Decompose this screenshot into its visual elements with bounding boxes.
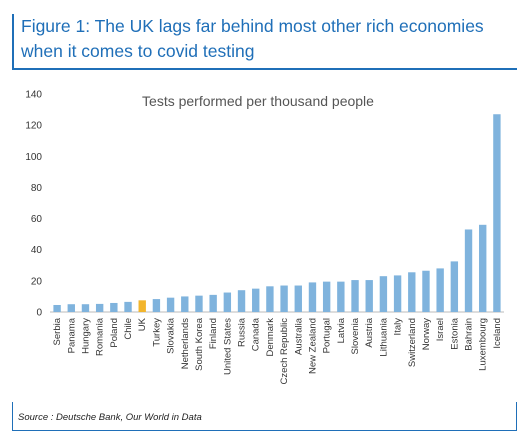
y-tick-label: 140 (25, 90, 42, 101)
bar (280, 285, 288, 312)
x-tick-label: Hungary (80, 318, 91, 354)
bar (95, 303, 104, 312)
x-tick-label: Netherlands (180, 318, 191, 369)
bar (365, 280, 373, 312)
x-tick-label: Iceland (492, 318, 503, 349)
bar (166, 297, 175, 312)
bar (195, 295, 203, 312)
bar (138, 300, 146, 312)
x-tick-label: Italy (393, 318, 404, 336)
figure-title: Figure 1: The UK lags far behind most ot… (21, 16, 484, 61)
bar (464, 229, 473, 312)
y-tick-label: 20 (31, 276, 43, 287)
footer-right-rule (516, 402, 517, 431)
x-tick-label: Turkey (151, 318, 162, 347)
bar (53, 304, 61, 312)
bar (393, 275, 402, 312)
bar (308, 282, 317, 312)
x-tick-label: Bahrain (464, 318, 475, 351)
title-underline (12, 68, 517, 70)
x-tick-label: United States (222, 318, 233, 375)
bar (124, 301, 132, 312)
bar (322, 281, 331, 312)
bar (67, 304, 75, 312)
bar (110, 302, 118, 312)
x-tick-label: Portugal (322, 318, 333, 353)
source-note: Source : Deutsche Bank, Our World in Dat… (18, 412, 202, 423)
bar (294, 285, 302, 312)
bar (252, 288, 260, 312)
x-tick-label: Denmark (265, 318, 276, 357)
x-tick-label: Chile (123, 318, 134, 340)
x-tick-label: Austria (364, 317, 375, 347)
x-tick-label: Switzerland (407, 318, 418, 367)
x-tick-label: Finland (208, 318, 219, 349)
y-tick-label: 60 (31, 214, 43, 225)
bar (337, 281, 345, 312)
x-tick-label: Czech Republic (279, 318, 290, 385)
footer-rule (12, 430, 517, 431)
bar (379, 276, 388, 312)
x-tick-label: New Zealand (307, 318, 318, 374)
chart-title: Tests performed per thousand people (142, 93, 374, 109)
bar (493, 114, 501, 312)
bar (237, 290, 246, 312)
x-tick-label: Poland (109, 318, 120, 348)
x-tick-label: Norway (421, 318, 432, 350)
x-tick-label: Russia (237, 317, 248, 347)
bar (81, 304, 90, 312)
bar (450, 261, 459, 312)
bar (436, 268, 444, 312)
x-tick-label: Slovakia (166, 317, 177, 354)
bar (209, 294, 217, 312)
x-tick-label: Luxembourg (478, 318, 489, 371)
bar (152, 299, 161, 312)
footer-left-rule (12, 402, 13, 431)
x-tick-label: Panama (66, 317, 77, 353)
bar (351, 280, 359, 312)
x-tick-label: Lithuania (378, 317, 389, 356)
x-tick-label: Serbia (52, 317, 63, 345)
bar (422, 270, 430, 312)
figure-title-box: Figure 1: The UK lags far behind most ot… (12, 14, 517, 68)
bar (408, 272, 416, 312)
y-tick-label: 120 (25, 121, 42, 132)
x-tick-label: Canada (251, 317, 262, 351)
y-tick-label: 40 (31, 245, 43, 256)
x-tick-label: UK (137, 317, 148, 331)
x-tick-label: Israel (435, 318, 446, 341)
y-tick-label: 0 (36, 308, 42, 319)
bar (181, 296, 189, 312)
x-tick-label: Slovenia (350, 317, 361, 354)
x-tick-label: Latvia (336, 317, 347, 343)
x-tick-label: Australia (293, 317, 304, 355)
bar-chart: Tests performed per thousand people 0 20 40… (25, 90, 504, 385)
x-tick-label: Romania (95, 317, 106, 356)
x-tick-label: South Korea (194, 317, 205, 371)
x-tick-label: Estonia (449, 317, 460, 349)
y-tick-label: 80 (31, 183, 43, 194)
bar (266, 286, 274, 312)
bar (479, 224, 487, 312)
bar (223, 292, 232, 312)
y-tick-label: 100 (25, 152, 42, 163)
